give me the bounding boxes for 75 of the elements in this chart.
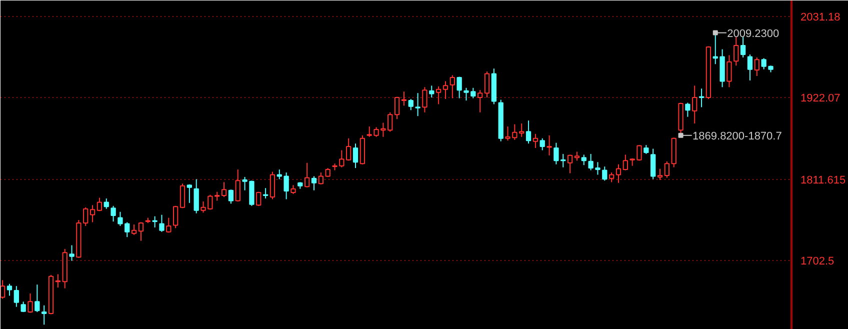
candlestick [664, 160, 670, 178]
candlestick [436, 86, 442, 105]
candlestick [394, 96, 400, 120]
candlestick [152, 216, 158, 228]
candlestick [110, 205, 116, 222]
candlestick [478, 90, 483, 113]
candlestick [726, 54, 732, 88]
candlestick [186, 184, 192, 204]
y-tick-label: 1702.5 [800, 255, 834, 268]
candlestick [588, 153, 594, 171]
candlestick [526, 120, 532, 144]
candlestick [408, 98, 414, 111]
candlestick [270, 171, 276, 200]
candlestick [235, 169, 240, 202]
y-tick-label: 1811.615 [800, 174, 846, 186]
candlestick [442, 80, 448, 100]
candlestick [262, 188, 268, 199]
candlestick [159, 214, 164, 232]
candlestick [256, 191, 262, 206]
candlestick [180, 183, 186, 209]
candlestick [221, 182, 227, 198]
candlestick [456, 76, 462, 99]
candlestick [173, 205, 178, 229]
candlestick [6, 283, 12, 296]
candlestick [42, 304, 47, 326]
candlestick [698, 88, 704, 108]
candlestick [228, 189, 234, 204]
candlestick [595, 162, 600, 176]
candlestick [34, 284, 40, 313]
candlestick [602, 166, 608, 182]
candlestick [55, 274, 61, 288]
candlestick [96, 197, 102, 212]
candlestick [540, 138, 545, 151]
candlestick [194, 178, 199, 214]
candlestick [657, 168, 663, 180]
candlestick [14, 286, 19, 308]
candlestick [104, 198, 109, 210]
candlestick [622, 154, 628, 171]
y-tick-label: 1922.07 [800, 92, 840, 104]
candlestick [685, 102, 690, 118]
candlestick [422, 86, 428, 113]
candlestick [567, 154, 573, 174]
candlestick [692, 85, 698, 124]
candlestick [249, 180, 254, 206]
candlestick [242, 176, 248, 191]
candlestick [311, 176, 317, 191]
candlestick [450, 74, 455, 99]
candlestick [429, 85, 434, 98]
candlestick [761, 58, 766, 70]
y-tick-label: 2031.18 [800, 11, 840, 24]
candlestick [28, 292, 33, 314]
candlestick [90, 204, 96, 223]
annotation: 1869.8200-1870.7 [692, 130, 782, 142]
candlestick [83, 206, 88, 226]
candlestick [747, 54, 753, 81]
candlestick [484, 71, 490, 98]
candlestick [401, 91, 407, 106]
candlestick [304, 162, 310, 188]
candlestick [138, 222, 144, 242]
candlestick [415, 92, 420, 117]
candlestick [532, 133, 538, 148]
annotation: 2009.2300 [727, 28, 780, 40]
candlestick [69, 244, 74, 262]
candlestick [734, 36, 739, 66]
candlestick [166, 217, 172, 234]
candlestick [131, 224, 137, 236]
candlestick [581, 154, 586, 166]
candlestick [318, 172, 324, 185]
candlestick [546, 134, 552, 156]
candlestick [616, 164, 622, 184]
candlestick [352, 143, 358, 169]
candlestick [740, 36, 746, 58]
candlestick [650, 148, 656, 180]
candlestick [754, 56, 760, 76]
candlestick [608, 172, 614, 183]
